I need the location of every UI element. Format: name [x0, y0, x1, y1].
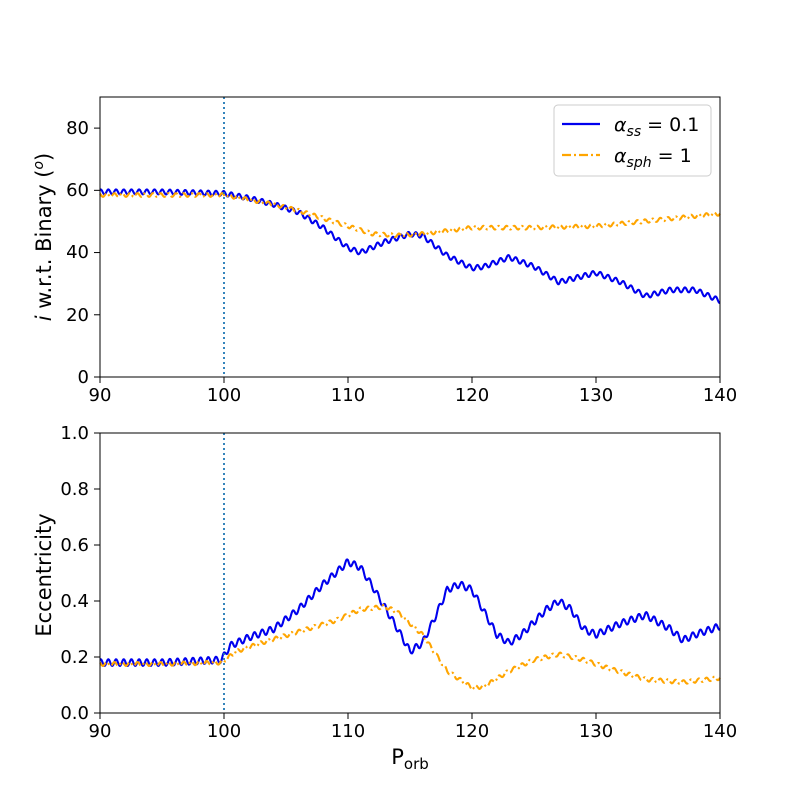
inclination-panel: 90 100 110 120 130 140 0 20 40 60 80 i w… — [31, 96, 737, 406]
legend-box — [553, 104, 712, 177]
inclination-axis-title-close: ) — [32, 153, 56, 161]
inclination-axes-frame — [99, 96, 721, 378]
inclination-axis-title-symbol: i — [32, 315, 56, 321]
top-xtick-label: 140 — [703, 385, 737, 406]
bottom-ytick-label: 0.6 — [60, 535, 89, 556]
legend-alpha-sph-symbol: α — [614, 145, 627, 167]
eccentricity-axes-frame — [99, 432, 721, 714]
inclination-axis-title-degree: o — [31, 161, 47, 170]
legend-label-alpha-sph: αsph = 1 — [614, 145, 692, 171]
inclination-series-group — [99, 188, 721, 305]
legend-alpha-ss-symbol: α — [614, 114, 627, 136]
top-ytick-label: 20 — [66, 305, 89, 326]
bottom-xtick-label: 90 — [89, 721, 112, 742]
top-ytick-label: 60 — [66, 180, 89, 201]
bottom-ytick-label: 0.0 — [60, 703, 89, 724]
bottom-ytick-label: 0.2 — [60, 647, 89, 668]
legend-alpha-ss-value: = 0.1 — [641, 114, 699, 136]
top-xtick-label: 100 — [207, 385, 241, 406]
bottom-ytick-label: 0.8 — [60, 479, 89, 500]
top-ytick-label: 40 — [66, 242, 89, 263]
porb-axis-title-main: P — [391, 745, 404, 769]
top-xtick-label: 130 — [579, 385, 613, 406]
eccentricity-axis-title: Eccentricity — [32, 513, 56, 636]
bottom-xtick-label: 100 — [207, 721, 241, 742]
eccentricity-alpha-sph-line — [99, 603, 721, 691]
top-ytick-label: 0 — [78, 367, 89, 388]
inclination-axis-title-text: w.r.t. Binary ( — [32, 170, 56, 316]
legend-alpha-sph-subscript: sph — [627, 155, 652, 171]
bottom-xtick-label: 120 — [455, 721, 489, 742]
eccentricity-alpha-ss-line — [99, 558, 721, 668]
eccentricity-series-group — [99, 558, 721, 691]
porb-axis-title-subscript: orb — [404, 755, 429, 773]
eccentricity-ticks — [94, 432, 721, 719]
legend-alpha-ss-subscript: ss — [627, 124, 642, 140]
porb-axis-title: Porb — [391, 745, 429, 773]
inclination-alpha-ss-line — [99, 188, 721, 305]
inclination-alpha-sph-line — [99, 192, 721, 239]
legend: αss = 0.1 αsph = 1 — [553, 104, 712, 177]
bottom-xtick-label: 140 — [703, 721, 737, 742]
legend-alpha-sph-value: = 1 — [652, 145, 692, 167]
eccentricity-panel: 90 100 110 120 130 140 0.0 0.2 0.4 0.6 0… — [32, 423, 737, 773]
top-ytick-label: 80 — [66, 118, 89, 139]
bottom-ytick-label: 0.4 — [60, 591, 89, 612]
bottom-ytick-label: 1.0 — [60, 423, 89, 444]
top-xtick-label: 90 — [89, 385, 112, 406]
bottom-xtick-label: 130 — [579, 721, 613, 742]
bottom-xtick-label: 110 — [331, 721, 365, 742]
legend-label-alpha-ss: αss = 0.1 — [614, 114, 699, 140]
inclination-axis-title: i w.r.t. Binary (o) — [31, 153, 56, 322]
inclination-ticks — [94, 127, 721, 383]
top-xtick-label: 120 — [455, 385, 489, 406]
top-xtick-label: 110 — [331, 385, 365, 406]
